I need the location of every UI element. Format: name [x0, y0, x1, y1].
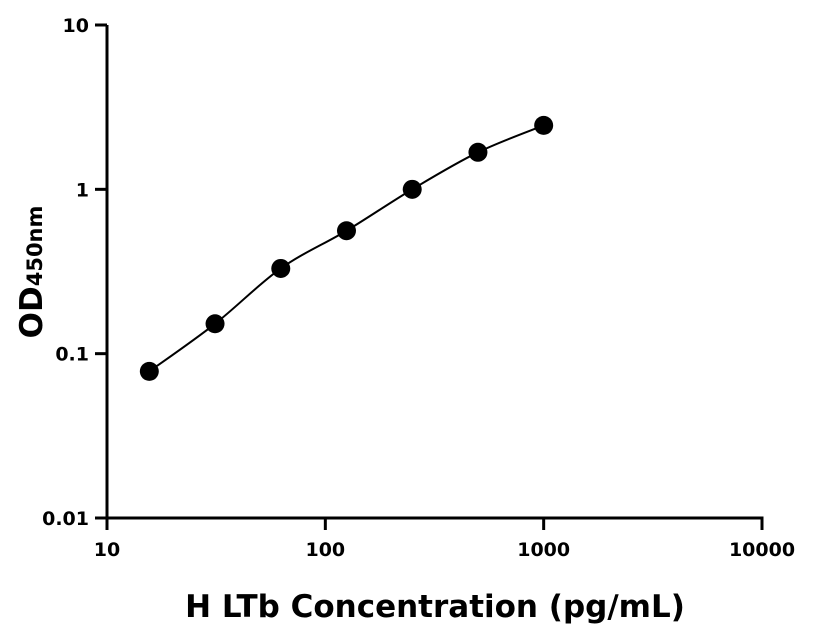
data-point: [205, 314, 225, 334]
data-point: [271, 258, 291, 278]
data-points: [139, 115, 554, 381]
x-tick-label: 10000: [729, 539, 795, 561]
y-axis-label: OD450nm: [14, 206, 50, 339]
x-tick-label: 100: [305, 539, 345, 561]
y-tick-label: 0.1: [55, 344, 89, 366]
y-tick-label: 0.01: [42, 508, 89, 530]
x-tick-label: 10: [94, 539, 120, 561]
data-point: [336, 221, 356, 241]
y-axis-label-main: OD: [14, 286, 50, 338]
data-point: [402, 179, 422, 199]
y-tick-label: 1: [76, 179, 89, 201]
y-tick-label: 10: [63, 15, 89, 37]
axes: 10 100 1000 10000 0.01 0.1 1 10: [42, 15, 795, 561]
y-axis-label-sub: 450nm: [23, 206, 47, 287]
x-axis-label: H LTb Concentration (pg/mL): [185, 589, 685, 625]
data-point: [139, 361, 159, 381]
data-point: [534, 115, 554, 135]
x-tick-label: 1000: [517, 539, 570, 561]
fit-curve: [148, 124, 545, 373]
data-point: [468, 142, 488, 162]
